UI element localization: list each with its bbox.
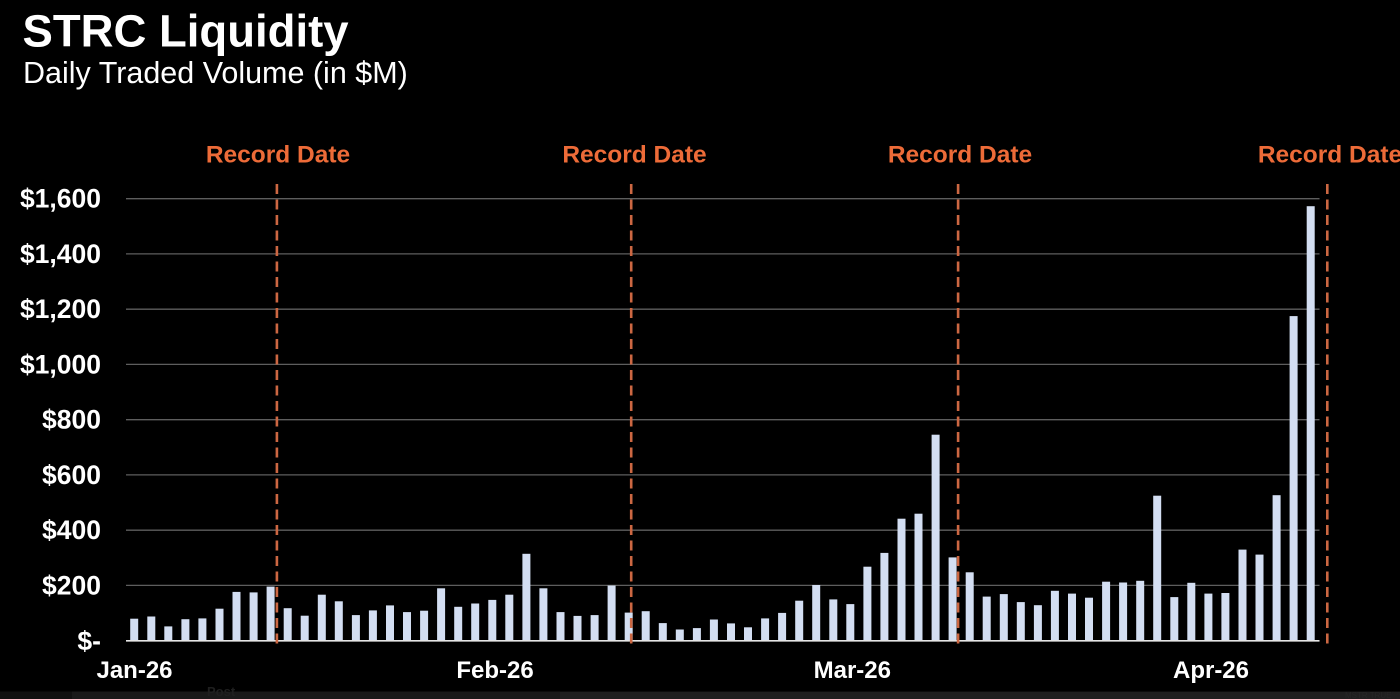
svg-text:Record Date: Record Date	[206, 142, 350, 169]
svg-text:Jan-26: Jan-26	[96, 657, 172, 684]
svg-text:$-: $-	[77, 626, 101, 656]
svg-text:$1,200: $1,200	[20, 294, 101, 324]
svg-text:$1,600: $1,600	[20, 184, 101, 214]
svg-text:$1,400: $1,400	[20, 239, 101, 269]
svg-text:Daily Traded Volume (in $M): Daily Traded Volume (in $M)	[23, 56, 408, 90]
svg-text:$400: $400	[42, 515, 101, 545]
svg-text:Record Date: Record Date	[888, 142, 1032, 169]
svg-text:$600: $600	[42, 460, 101, 490]
svg-text:Record Date: Record Date	[562, 142, 706, 169]
svg-text:$1,000: $1,000	[20, 349, 101, 379]
svg-text:Apr-26: Apr-26	[1173, 657, 1249, 684]
svg-text:Feb-26: Feb-26	[456, 657, 533, 684]
svg-text:$200: $200	[42, 570, 101, 600]
svg-text:$800: $800	[42, 405, 101, 435]
svg-text:Mar-26: Mar-26	[814, 657, 891, 684]
svg-text:STRC Liquidity: STRC Liquidity	[23, 6, 350, 57]
svg-text:Post: Post	[207, 684, 236, 699]
svg-text:Record Date: Record Date	[1258, 142, 1400, 169]
svg-text:MSTR TRUE: MSTR TRUE	[1345, 691, 1392, 699]
